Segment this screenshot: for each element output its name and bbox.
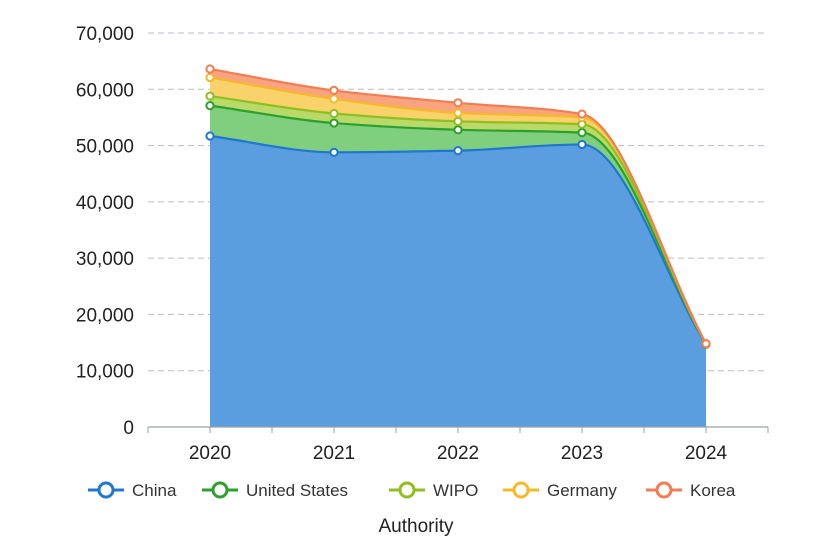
point-united-states[interactable] [454,126,461,133]
legend-item-wipo[interactable]: WIPO [389,481,478,500]
legend[interactable]: China United States WIPO Germany Korea [88,481,736,500]
legend-item-germany[interactable]: Germany [503,481,617,500]
legend-label: Germany [547,481,617,500]
point-united-states[interactable] [206,102,213,109]
y-axis-ticks: 0 10,000 20,000 30,000 40,000 50,000 60,000 70,… [76,24,134,439]
legend-label: China [132,481,177,500]
y-tick-label: 0 [123,418,134,439]
y-tick-label: 70,000 [76,24,134,45]
point-germany[interactable] [206,74,213,81]
legend-label: WIPO [433,481,478,500]
point-germany[interactable] [454,109,461,116]
point-germany[interactable] [330,95,337,102]
legend-marker [213,483,227,497]
y-tick-label: 20,000 [76,305,134,326]
point-korea[interactable] [206,65,213,72]
point-united-states[interactable] [330,119,337,126]
legend-marker [657,483,671,497]
legend-marker [400,483,414,497]
point-wipo[interactable] [330,110,337,117]
point-china[interactable] [330,149,337,156]
x-tick-label: 2021 [313,443,355,464]
y-tick-label: 40,000 [76,193,134,214]
point-korea[interactable] [330,87,337,94]
point-china[interactable] [454,147,461,154]
point-korea[interactable] [578,110,585,117]
legend-item-korea[interactable]: Korea [646,481,736,500]
point-korea[interactable] [454,99,461,106]
legend-marker [514,483,528,497]
x-axis-ticks: 2020 2021 2022 2023 2024 [148,427,768,464]
point-wipo[interactable] [206,92,213,99]
y-tick-label: 60,000 [76,80,134,101]
legend-label: United States [246,481,348,500]
point-korea[interactable] [702,340,709,347]
x-tick-label: 2020 [189,443,231,464]
point-china[interactable] [206,132,213,139]
point-united-states[interactable] [578,129,585,136]
x-axis-title: Authority [379,516,454,537]
legend-label: Korea [690,481,736,500]
point-china[interactable] [578,141,585,148]
y-tick-label: 10,000 [76,362,134,383]
x-tick-label: 2023 [561,443,603,464]
x-tick-label: 2024 [685,443,728,464]
y-tick-label: 30,000 [76,249,134,270]
legend-item-china[interactable]: China [88,481,177,500]
x-tick-label: 2022 [437,443,479,464]
legend-item-united-states[interactable]: United States [202,481,348,500]
y-tick-label: 50,000 [76,137,134,158]
point-wipo[interactable] [454,118,461,125]
legend-marker [99,483,113,497]
